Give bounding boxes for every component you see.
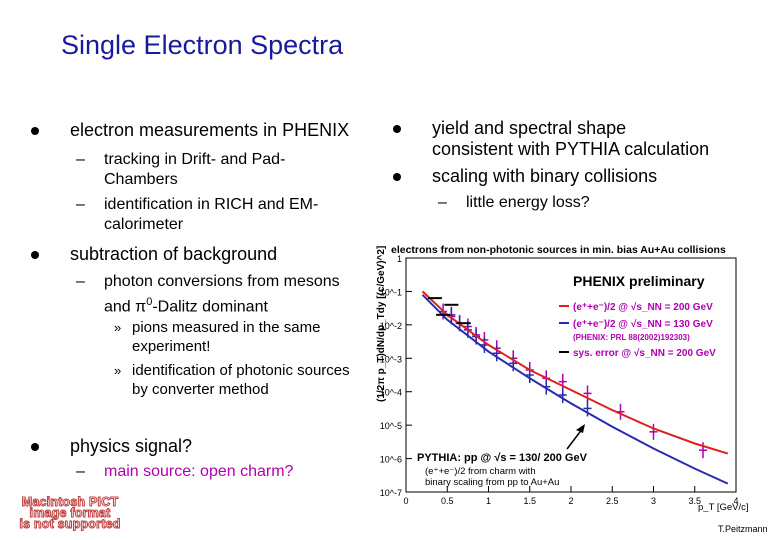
sub-identification: – identification in RICH and EM- calorim…	[76, 196, 319, 233]
legend-130: (e⁺+e⁻)/2 @ √s_NN = 130 GeV	[573, 319, 713, 330]
bullet-dot	[31, 251, 39, 259]
subsub-photonic-sources: » identification of photonic sources by …	[114, 362, 350, 398]
bullet-yield: yield and spectral shape consistent with…	[393, 118, 709, 160]
y-axis-label: (1/2π p_T)dN/dp_Tdy [(c/GeV)^2]	[376, 246, 387, 402]
y-tick-label: 10^-1	[380, 287, 402, 297]
x-tick-label: 4	[733, 496, 738, 506]
y-tick-label: 10^-2	[380, 321, 402, 331]
pythia-arrowhead	[576, 424, 585, 433]
legend-syserr: sys. error @ √s_NN = 200 GeV	[573, 348, 716, 359]
chart-title: electrons from non-photonic sources in m…	[391, 244, 726, 256]
sub-photon-conversions: – photon conversions from mesons and π0-…	[76, 273, 340, 316]
pythia-line-3: binary scaling from pp to Au+Au	[425, 477, 559, 488]
sub-tracking: – tracking in Drift- and Pad- Chambers	[76, 151, 286, 188]
legend-header: PHENIX preliminary	[573, 273, 705, 289]
bullet-scaling: scaling with binary collisions	[393, 166, 657, 187]
bullet-subtraction: subtraction of background	[31, 244, 277, 265]
y-tick-label: 10^-5	[380, 421, 402, 431]
y-tick-label: 10^-7	[380, 488, 402, 498]
bullet-dot	[393, 173, 401, 181]
series-line-3	[421, 294, 729, 485]
y-tick-label: 1	[397, 254, 402, 264]
y-axis-ticks: 10^-7 10^-6 10^-5 10^-4 10^-3 10^-2 10^-1 1	[380, 254, 412, 498]
bullet-physics-signal: physics signal?	[31, 436, 192, 457]
y-tick-label: 10^-6	[380, 455, 402, 465]
sub-open-charm: – main source: open charm?	[76, 463, 294, 480]
sub-energy-loss: – little energy loss?	[438, 194, 590, 211]
x-tick-label: 0.5	[441, 496, 454, 506]
bullet-dot	[31, 127, 39, 135]
x-tick-label: 0	[403, 496, 408, 506]
x-tick-label: 1	[486, 496, 491, 506]
subsub-pions: » pions measured in the same experiment!	[114, 319, 321, 355]
pict-placeholder: Macintosh PICT image format is not suppo…	[19, 495, 121, 531]
x-axis-ticks: 0 0.5 1 1.5 2 2.5 3 3.5 4	[403, 486, 739, 506]
y-tick-label: 10^-3	[380, 354, 402, 364]
spectra-chart: electrons from non-photonic sources in m…	[376, 244, 749, 512]
author-credit: T.Peitzmann	[718, 524, 768, 534]
y-tick-label: 10^-4	[380, 388, 402, 398]
pythia-line-1: PYTHIA: pp @ √s = 130/ 200 GeV	[417, 452, 588, 464]
bullet-electron-measurements: electron measurements in PHENIX	[31, 120, 349, 141]
x-tick-label: 3	[651, 496, 656, 506]
bullet-dot	[31, 443, 39, 451]
bullet-dot	[393, 125, 401, 133]
legend-ref: (PHENIX: PRL 88(2002)192303)	[573, 333, 690, 342]
legend: PHENIX preliminary (e⁺+e⁻)/2 @ √s_NN = 2…	[559, 273, 716, 359]
slide-title: Single Electron Spectra	[61, 30, 344, 60]
x-tick-label: 2	[568, 496, 573, 506]
x-axis-label: p_T [GeV/c]	[698, 502, 749, 512]
series-layer	[421, 290, 729, 485]
pythia-line-2: (e⁺+e⁻)/2 from charm with	[425, 466, 536, 477]
x-tick-label: 3.5	[688, 496, 701, 506]
x-tick-label: 1.5	[523, 496, 536, 506]
series-line-2	[421, 290, 729, 455]
x-tick-label: 2.5	[606, 496, 619, 506]
pythia-annotation: PYTHIA: pp @ √s = 130/ 200 GeV (e⁺+e⁻)/2…	[417, 424, 588, 488]
legend-200: (e⁺+e⁻)/2 @ √s_NN = 200 GeV	[573, 302, 713, 313]
